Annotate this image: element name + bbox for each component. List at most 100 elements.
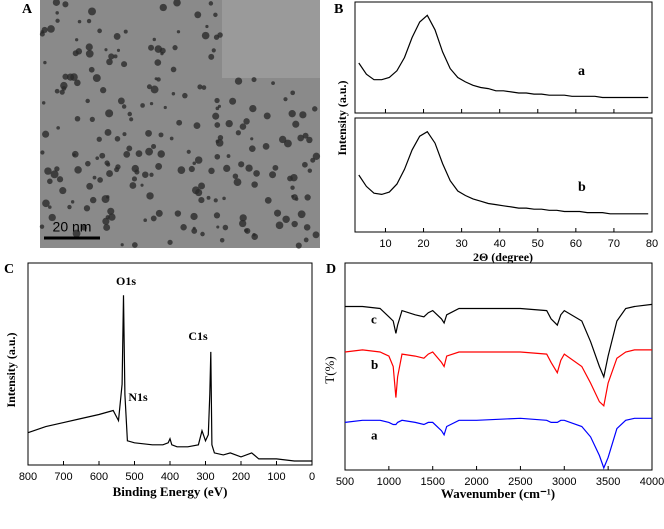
nanoparticle [171, 91, 176, 96]
nanoparticle [291, 220, 298, 228]
nanoparticle [131, 176, 138, 182]
nanoparticle [312, 231, 320, 239]
nanoparticle [233, 178, 242, 186]
data-line [27, 295, 312, 462]
x-tick-label: 1000 [377, 476, 401, 488]
panel-label: C [4, 262, 14, 277]
nanoparticle [307, 168, 313, 173]
nanoparticle [43, 60, 47, 65]
nanoparticle [249, 104, 257, 113]
nanoparticle [120, 243, 124, 247]
nanoparticle [213, 198, 218, 203]
series-label: c [371, 311, 377, 326]
nanoparticle [292, 120, 300, 128]
nanoparticle [135, 150, 143, 157]
nanoparticle [97, 28, 102, 34]
nanoparticle [290, 173, 298, 182]
nanoparticle [74, 115, 81, 122]
x-tick-label: 500 [336, 476, 354, 488]
nanoparticle [150, 85, 159, 94]
x-tick-label: 0 [309, 471, 315, 483]
nanoparticle [142, 171, 149, 178]
nanoparticle [92, 74, 101, 83]
nanoparticle [214, 97, 220, 104]
nanoparticle [217, 32, 223, 38]
nanoparticle [222, 224, 229, 231]
nanoparticle [71, 150, 79, 158]
nanoparticle [123, 29, 128, 34]
nanoparticle [113, 33, 121, 40]
nanoparticle [211, 48, 216, 53]
x-tick-label: 600 [90, 471, 108, 483]
nanoparticle [158, 132, 164, 138]
nanoparticle [275, 221, 284, 230]
nanoparticle [195, 188, 203, 197]
nanoparticle [122, 132, 127, 137]
nanoparticle [219, 237, 225, 243]
x-axis-label: Binding Energy (eV) [113, 484, 228, 499]
nanoparticle [106, 162, 111, 167]
nanoparticle [223, 164, 231, 173]
nanoparticle [42, 199, 50, 208]
nanoparticle [140, 183, 144, 187]
nanoparticle [216, 225, 220, 229]
nanoparticle [186, 149, 191, 154]
peak-annotation: C1s [188, 329, 208, 343]
nanoparticle [66, 73, 75, 81]
nanoparticle [154, 59, 162, 66]
nanoparticle [105, 195, 110, 199]
nanoparticle [134, 169, 140, 175]
nanoparticle [59, 187, 67, 195]
tem-inset [222, 0, 320, 78]
data-line [345, 303, 653, 379]
nanoparticle [222, 196, 226, 201]
nanoparticle [100, 87, 107, 94]
nanoparticle [174, 210, 182, 217]
nanoparticle [190, 212, 198, 221]
nanoparticle [312, 106, 318, 112]
x-tick-label: 20 [417, 238, 429, 250]
nanoparticle [160, 51, 164, 56]
nanoparticle [208, 167, 215, 175]
nanoparticle [117, 97, 125, 105]
peak-annotation: N1s [128, 390, 148, 404]
nanoparticle [52, 0, 60, 6]
nanoparticle [312, 152, 321, 160]
nanoparticle [239, 219, 247, 228]
x-tick-label: 3500 [596, 476, 620, 488]
nanoparticle [263, 112, 271, 120]
nanoparticle [149, 172, 154, 177]
nanoparticle [54, 88, 60, 94]
nanoparticle [150, 215, 157, 222]
nanoparticle [159, 3, 167, 12]
nanoparticle [113, 54, 118, 59]
nanoparticle [72, 50, 79, 57]
x-tick-label: 200 [232, 471, 250, 483]
nanoparticle [193, 122, 201, 130]
nanoparticle [108, 53, 115, 60]
nanoparticle [245, 164, 253, 172]
nanoparticle [243, 228, 249, 233]
x-tick-label: 10 [379, 238, 391, 250]
tem-image: 20 nm [39, 0, 321, 249]
nanoparticle [77, 19, 82, 24]
nanoparticle [48, 213, 56, 222]
nanoparticle [306, 136, 313, 144]
nanoparticle [121, 104, 127, 109]
data-line [358, 130, 649, 215]
nanoparticle [86, 182, 94, 190]
x-tick-label: 300 [196, 471, 214, 483]
panel-label: D [326, 262, 336, 277]
nanoparticle [127, 111, 132, 117]
nanoparticle [215, 106, 220, 111]
nanoparticle [214, 122, 221, 128]
nanoparticle [62, 1, 69, 8]
nanoparticle [176, 119, 183, 126]
nanoparticle [56, 126, 60, 130]
nanoparticle [299, 111, 307, 119]
nanoparticle [188, 165, 195, 173]
nanoparticle [282, 215, 290, 224]
nanoparticle [114, 136, 121, 142]
nanoparticle [208, 53, 215, 60]
